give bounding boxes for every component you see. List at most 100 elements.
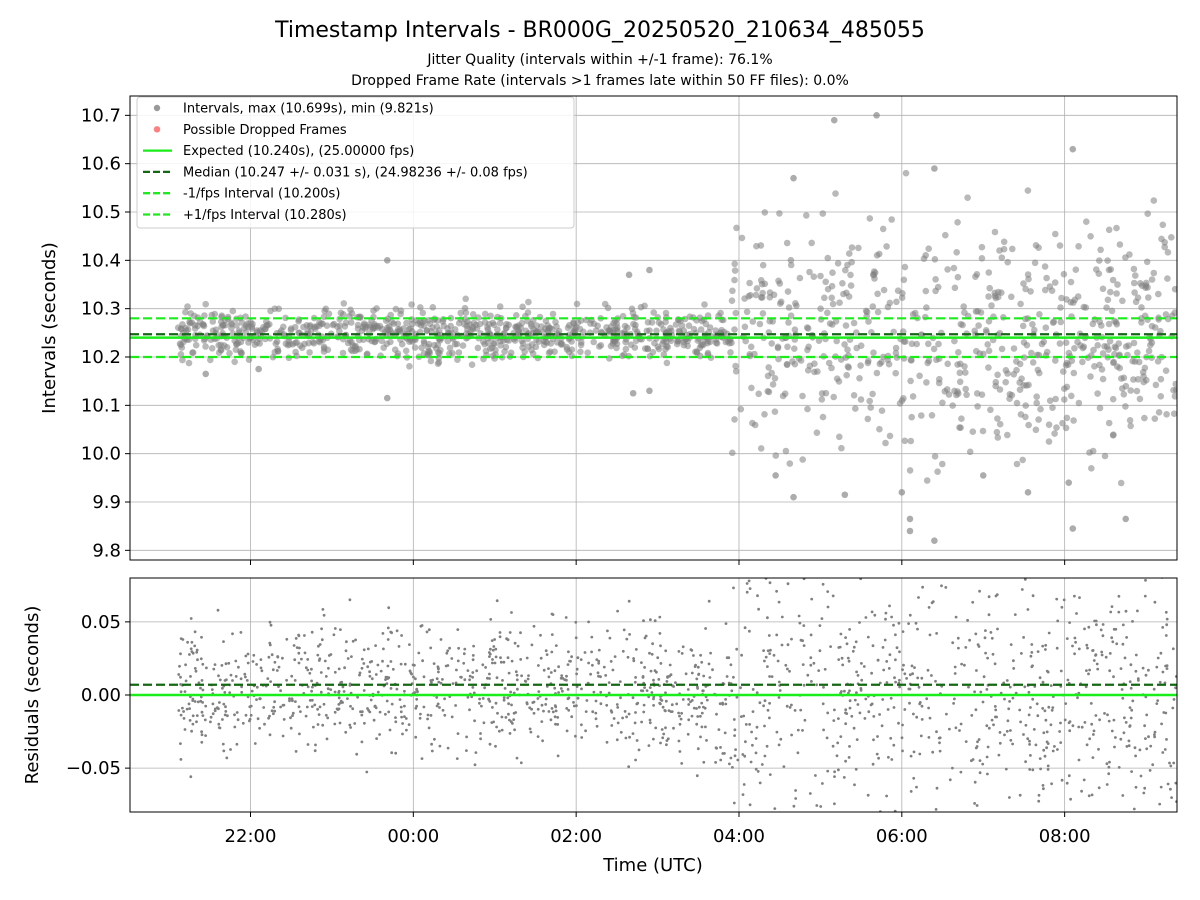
residual-point xyxy=(597,674,600,678)
interval-point xyxy=(907,437,915,445)
residual-point xyxy=(217,674,220,678)
residual-point xyxy=(205,666,208,670)
residual-point xyxy=(966,618,969,622)
residual-point xyxy=(788,706,792,709)
y-tick-label: 10.5 xyxy=(81,202,121,223)
residual-point xyxy=(1041,784,1045,787)
interval-point xyxy=(1051,430,1058,437)
residual-point xyxy=(323,659,327,663)
interval-point xyxy=(1022,402,1029,409)
interval-point xyxy=(874,308,882,316)
residual-point xyxy=(1068,621,1071,624)
residual-point xyxy=(575,685,579,688)
interval-point xyxy=(865,318,872,325)
residual-point xyxy=(649,618,652,622)
residual-point xyxy=(345,640,348,644)
residual-point xyxy=(493,638,496,641)
interval-point xyxy=(957,424,964,432)
residual-point xyxy=(808,792,812,795)
residual-point xyxy=(735,695,739,699)
residual-point xyxy=(292,644,296,647)
interval-point xyxy=(461,304,469,312)
residual-point xyxy=(862,665,866,668)
residual-point xyxy=(224,662,228,666)
y-tick-label: −0.05 xyxy=(66,758,121,779)
interval-point xyxy=(934,468,941,476)
residual-point xyxy=(564,616,568,619)
interval-point xyxy=(830,393,837,401)
interval-point xyxy=(584,349,591,357)
residual-point xyxy=(503,687,507,690)
residual-point xyxy=(279,705,282,709)
residual-point xyxy=(978,771,982,775)
residual-point xyxy=(981,762,985,766)
residual-point xyxy=(318,705,322,709)
subtitle-jitter: Jitter Quality (intervals within +/-1 fr… xyxy=(426,52,772,68)
residual-point xyxy=(395,687,399,691)
residual-point xyxy=(964,646,968,649)
residual-point xyxy=(903,672,907,676)
residual-point xyxy=(1105,762,1109,766)
interval-point xyxy=(843,371,850,379)
interval-point xyxy=(462,295,470,303)
residual-point xyxy=(355,752,359,756)
residual-point xyxy=(837,646,841,649)
residual-point xyxy=(385,699,389,703)
residual-point xyxy=(1083,721,1087,724)
residual-point xyxy=(1041,644,1045,648)
residual-point xyxy=(368,670,371,674)
residual-point xyxy=(908,701,911,705)
residual-point xyxy=(498,729,501,733)
residual-point xyxy=(509,720,513,724)
interval-point xyxy=(1074,338,1081,346)
residual-point xyxy=(1128,680,1132,684)
residual-point xyxy=(855,738,859,741)
interval-point xyxy=(496,303,504,310)
interval-point xyxy=(574,319,582,327)
residual-point xyxy=(506,638,510,642)
residual-point xyxy=(754,751,758,755)
interval-point xyxy=(237,350,245,357)
residual-point xyxy=(360,740,364,744)
residual-point xyxy=(224,705,227,709)
residual-point xyxy=(196,700,200,704)
interval-point xyxy=(723,330,731,338)
interval-outlier-point xyxy=(383,257,391,264)
interval-point xyxy=(469,311,477,318)
residual-point xyxy=(881,698,885,701)
interval-point xyxy=(731,276,738,284)
residual-point xyxy=(621,716,624,720)
residual-point xyxy=(1011,742,1014,746)
residual-point xyxy=(1145,747,1149,751)
interval-point xyxy=(803,212,810,219)
residual-point xyxy=(814,774,817,777)
residual-point xyxy=(674,681,677,684)
interval-point xyxy=(186,318,193,326)
residual-point xyxy=(615,703,619,706)
interval-point xyxy=(474,344,482,352)
residual-point xyxy=(429,714,433,717)
residual-point xyxy=(1155,702,1159,705)
residual-point xyxy=(213,707,217,711)
residual-point xyxy=(1172,698,1176,701)
residual-point xyxy=(291,711,295,715)
residual-point xyxy=(914,621,918,625)
interval-point xyxy=(791,345,798,353)
interval-point xyxy=(842,322,850,329)
residual-point xyxy=(551,710,555,714)
residual-point xyxy=(282,718,286,721)
residual-point xyxy=(507,702,510,706)
residual-point xyxy=(506,696,510,700)
residual-point xyxy=(1018,708,1022,712)
interval-point xyxy=(1070,369,1078,377)
residual-point xyxy=(554,644,558,647)
interval-point xyxy=(1075,399,1083,407)
residual-point xyxy=(310,698,314,702)
interval-point xyxy=(1037,405,1044,413)
residual-point xyxy=(951,766,954,770)
interval-point xyxy=(349,342,357,349)
residual-point xyxy=(908,673,912,677)
interval-point xyxy=(613,340,621,348)
interval-point xyxy=(481,310,489,318)
residual-point xyxy=(376,663,380,667)
